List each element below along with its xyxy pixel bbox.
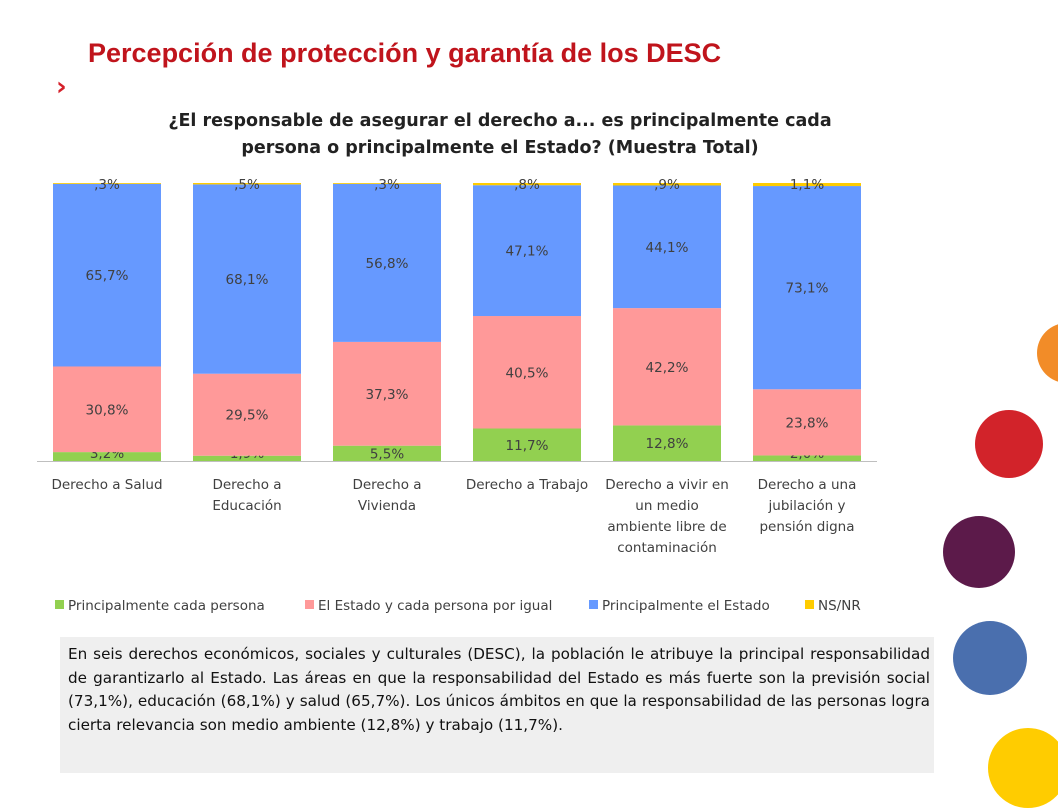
data-label: 1,1% (790, 177, 824, 193)
x-tick-label: Derecho a Salud (51, 477, 162, 493)
x-tick-label: Derecho a (212, 477, 281, 493)
data-label: 5,5% (370, 446, 404, 462)
x-tick-label: pensión digna (759, 519, 854, 535)
data-label: 23,8% (786, 415, 829, 431)
bar-segment (333, 183, 441, 342)
data-label: 73,1% (786, 281, 829, 297)
bar-segment (53, 183, 161, 367)
data-label: 56,8% (366, 256, 409, 272)
x-tick-label: Derecho a Trabajo (466, 477, 588, 493)
legend-swatch (305, 600, 314, 609)
bar-segment (613, 185, 721, 309)
bar-segment (193, 183, 301, 185)
bar-segment (193, 455, 301, 461)
legend-label: NS/NR (818, 598, 861, 614)
chevron-right-icon: › (56, 72, 67, 102)
decorative-circle-yellow (988, 728, 1058, 808)
bar-segment (613, 425, 721, 461)
chart-title-line-1: ¿El responsable de asegurar el derecho a… (168, 111, 832, 131)
bar-segment (333, 341, 441, 446)
bar-segment (333, 445, 441, 461)
legend-swatch (55, 600, 64, 609)
legend-label: Principalmente cada persona (68, 598, 265, 614)
x-tick-label: Derecho a una (758, 477, 857, 493)
bar-segment (473, 316, 581, 429)
bar-segment (613, 308, 721, 426)
legend-swatch (805, 600, 814, 609)
data-label: ,3% (94, 177, 120, 193)
data-label: 11,7% (506, 438, 549, 454)
bar-segment (53, 366, 161, 453)
legend-label: El Estado y cada persona por igual (318, 598, 552, 614)
decorative-circle-purple (943, 516, 1015, 588)
chart-title: ¿El responsable de asegurar el derecho a… (95, 108, 905, 162)
data-label: ,8% (514, 177, 540, 193)
data-label: 44,1% (646, 240, 689, 256)
x-tick-label: ambiente libre de (607, 519, 726, 535)
x-tick-label: Derecho a (352, 477, 421, 493)
data-label: 12,8% (646, 436, 689, 452)
stacked-bar-chart: 3,2%30,8%65,7%,3%Derecho a Salud1,9%29,5… (37, 177, 877, 614)
bar-segment (473, 428, 581, 461)
slide-title: Percepción de protección y garantía de l… (88, 38, 722, 68)
data-label: ,9% (654, 177, 680, 193)
data-label: ,3% (374, 177, 400, 193)
bar-segment (53, 452, 161, 461)
chart-title-line-2: persona o principalmente el Estado? (Mue… (241, 138, 759, 158)
bar-segment (753, 186, 861, 390)
summary-text: En seis derechos económicos, sociales y … (60, 637, 934, 773)
decorative-circle-orange (1037, 323, 1058, 383)
data-label: ,5% (234, 177, 260, 193)
legend-swatch (589, 600, 598, 609)
bar-segment (613, 183, 721, 186)
data-label: 47,1% (506, 244, 549, 260)
bar-segment (333, 183, 441, 184)
x-tick-label: contaminación (617, 540, 717, 556)
bar-segment (473, 183, 581, 186)
bar-segment (53, 183, 161, 184)
bar-segment (193, 373, 301, 456)
bar-segment (753, 183, 861, 187)
data-label: 37,3% (366, 387, 409, 403)
x-tick-label: un medio (635, 498, 698, 514)
bar-segment (753, 389, 861, 456)
data-label: 68,1% (226, 272, 269, 288)
data-label: 30,8% (86, 402, 129, 418)
decorative-circle-blue (953, 621, 1027, 695)
bar-segment (753, 455, 861, 461)
bar-segment (473, 185, 581, 317)
x-tick-label: Educación (212, 498, 281, 514)
bar-segment (193, 184, 301, 374)
legend-label: Principalmente el Estado (602, 598, 770, 614)
data-label: 29,5% (226, 408, 269, 424)
data-label: 65,7% (86, 268, 129, 284)
x-tick-label: Vivienda (358, 498, 416, 514)
x-tick-label: jubilación y (768, 498, 846, 514)
decorative-circle-red (975, 410, 1043, 478)
data-label: 40,5% (506, 365, 549, 381)
data-label: 42,2% (646, 360, 689, 376)
x-tick-label: Derecho a vivir en (605, 477, 729, 493)
